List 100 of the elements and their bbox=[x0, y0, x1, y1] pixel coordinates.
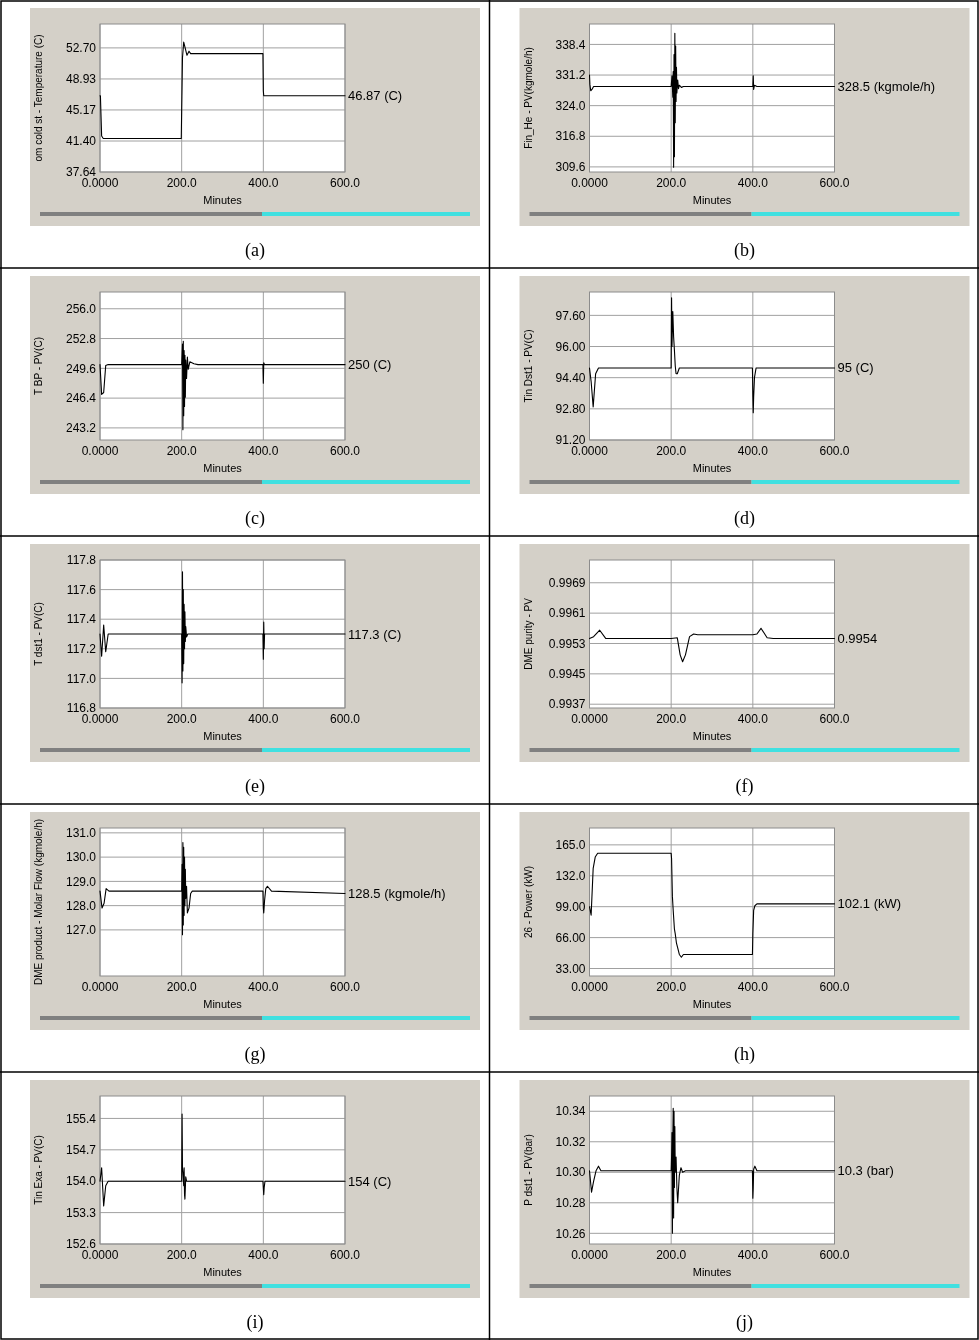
line-series bbox=[99, 571, 346, 684]
y-axis-title: 26 - Power (kW) bbox=[522, 865, 534, 939]
y-tick-label: 331.2 bbox=[555, 68, 586, 83]
y-tick-label: 66.00 bbox=[555, 930, 586, 945]
x-axis-title: Minutes bbox=[692, 194, 732, 206]
y-tick-label: 99.00 bbox=[555, 899, 586, 914]
y-tick-label: 153.3 bbox=[65, 1205, 97, 1220]
line-series bbox=[588, 297, 836, 414]
y-axis-title: Tin Dst1 - PV(C) bbox=[522, 329, 534, 403]
y-tick-label: 0.9937 bbox=[548, 697, 586, 712]
y-tick-label: 338.4 bbox=[555, 37, 586, 52]
y-tick-label: 0.9945 bbox=[548, 667, 586, 682]
x-tick-label: 400.0 bbox=[737, 980, 769, 994]
y-tick-label: 41.40 bbox=[65, 134, 97, 149]
x-tick-label: 600.0 bbox=[329, 980, 361, 994]
line-series bbox=[588, 852, 836, 958]
y-tick-label: 131.0 bbox=[65, 826, 97, 841]
y-tick-label: 324.0 bbox=[555, 98, 586, 113]
y-axis-title: om cold st - Temperature (C) bbox=[33, 34, 44, 162]
x-tick-label: 400.0 bbox=[737, 176, 769, 190]
x-tick-label: 600.0 bbox=[819, 980, 850, 994]
x-tick-label: 600.0 bbox=[329, 712, 361, 726]
y-tick-label: 130.0 bbox=[65, 850, 97, 865]
text: 154 (C) bbox=[348, 1173, 392, 1189]
line-series bbox=[99, 340, 346, 431]
y-tick-label: 252.8 bbox=[65, 331, 97, 346]
x-axis-title: Minutes bbox=[203, 998, 243, 1010]
text: 250 (C) bbox=[348, 357, 392, 373]
x-tick-label: 0.0000 bbox=[571, 1248, 609, 1262]
y-axis-title: P dst1 - PV(bar) bbox=[522, 1134, 534, 1206]
y-axis-title: Tin Exa - PV(C) bbox=[33, 1135, 44, 1205]
x-axis-title: Minutes bbox=[692, 730, 732, 742]
line-series bbox=[588, 1107, 836, 1234]
text: (d) bbox=[734, 508, 755, 529]
x-axis-title: Minutes bbox=[203, 194, 243, 206]
y-tick-label: 129.0 bbox=[65, 874, 97, 889]
y-tick-label: 127.0 bbox=[65, 923, 97, 938]
x-tick-label: 0.0000 bbox=[81, 980, 119, 994]
x-tick-label: 600.0 bbox=[329, 444, 361, 458]
x-tick-label: 400.0 bbox=[248, 712, 279, 726]
x-tick-label: 600.0 bbox=[819, 1248, 850, 1262]
y-tick-label: 249.6 bbox=[65, 361, 97, 376]
x-tick-label: 200.0 bbox=[656, 712, 687, 726]
text: (b) bbox=[734, 240, 755, 261]
x-tick-label: 600.0 bbox=[819, 444, 850, 458]
text: (i) bbox=[246, 1312, 264, 1333]
x-tick-label: 0.0000 bbox=[571, 980, 609, 994]
text: (a) bbox=[245, 240, 265, 261]
text: 102.1 (kW) bbox=[837, 896, 902, 912]
y-tick-label: 316.8 bbox=[555, 129, 586, 144]
y-tick-label: 10.26 bbox=[555, 1226, 586, 1241]
y-tick-label: 0.9969 bbox=[548, 575, 586, 590]
line-series bbox=[588, 32, 836, 168]
y-tick-label: 92.80 bbox=[555, 402, 586, 417]
y-tick-label: 117.6 bbox=[66, 582, 97, 597]
x-tick-label: 0.0000 bbox=[81, 176, 119, 190]
y-tick-label: 10.32 bbox=[555, 1134, 586, 1149]
y-tick-label: 94.40 bbox=[555, 370, 586, 385]
text: 95 (C) bbox=[837, 360, 874, 376]
y-tick-label: 243.2 bbox=[65, 421, 97, 436]
x-tick-label: 0.0000 bbox=[571, 712, 609, 726]
x-tick-label: 400.0 bbox=[248, 980, 279, 994]
y-tick-label: 154.0 bbox=[65, 1174, 97, 1189]
y-tick-label: 155.4 bbox=[65, 1111, 97, 1126]
x-tick-label: 400.0 bbox=[737, 1248, 769, 1262]
y-tick-label: 246.4 bbox=[65, 391, 97, 406]
y-axis-title: DME product - Molar Flow (kgmole/h) bbox=[33, 818, 44, 986]
text: 128.5 (kgmole/h) bbox=[348, 886, 446, 902]
y-tick-label: 97.60 bbox=[555, 308, 586, 323]
line-series bbox=[99, 1113, 346, 1207]
text: 328.5 (kgmole/h) bbox=[837, 79, 936, 95]
x-tick-label: 400.0 bbox=[737, 712, 769, 726]
x-tick-label: 0.0000 bbox=[571, 444, 609, 458]
y-tick-label: 117.2 bbox=[66, 642, 97, 656]
x-tick-label: 400.0 bbox=[248, 444, 279, 458]
x-tick-label: 400.0 bbox=[737, 444, 769, 458]
x-tick-label: 200.0 bbox=[166, 712, 198, 726]
line-series bbox=[99, 842, 346, 936]
y-axis-title: T BP - PV(C) bbox=[33, 337, 44, 395]
x-tick-label: 0.0000 bbox=[81, 712, 119, 726]
x-tick-label: 200.0 bbox=[656, 980, 687, 994]
x-axis-title: Minutes bbox=[692, 462, 732, 474]
y-tick-label: 33.00 bbox=[555, 961, 586, 976]
y-tick-label: 48.93 bbox=[65, 72, 97, 87]
x-tick-label: 200.0 bbox=[166, 444, 198, 458]
y-tick-label: 154.7 bbox=[65, 1143, 97, 1158]
y-axis-title: Fin_He - PV(kgmole/h) bbox=[522, 47, 534, 149]
x-tick-label: 0.0000 bbox=[81, 444, 119, 458]
text: 46.87 (C) bbox=[348, 88, 403, 104]
x-axis-title: Minutes bbox=[203, 1266, 243, 1278]
x-tick-label: 600.0 bbox=[819, 176, 850, 190]
text: (g) bbox=[244, 1044, 266, 1065]
text: (f) bbox=[735, 776, 754, 797]
y-tick-label: 128.0 bbox=[65, 898, 97, 913]
y-tick-label: 117.8 bbox=[66, 553, 97, 568]
y-tick-label: 132.0 bbox=[555, 868, 586, 883]
x-tick-label: 200.0 bbox=[656, 176, 687, 190]
y-tick-label: 0.9953 bbox=[548, 636, 586, 651]
y-tick-label: 10.28 bbox=[555, 1196, 586, 1210]
x-axis-title: Minutes bbox=[203, 730, 243, 742]
